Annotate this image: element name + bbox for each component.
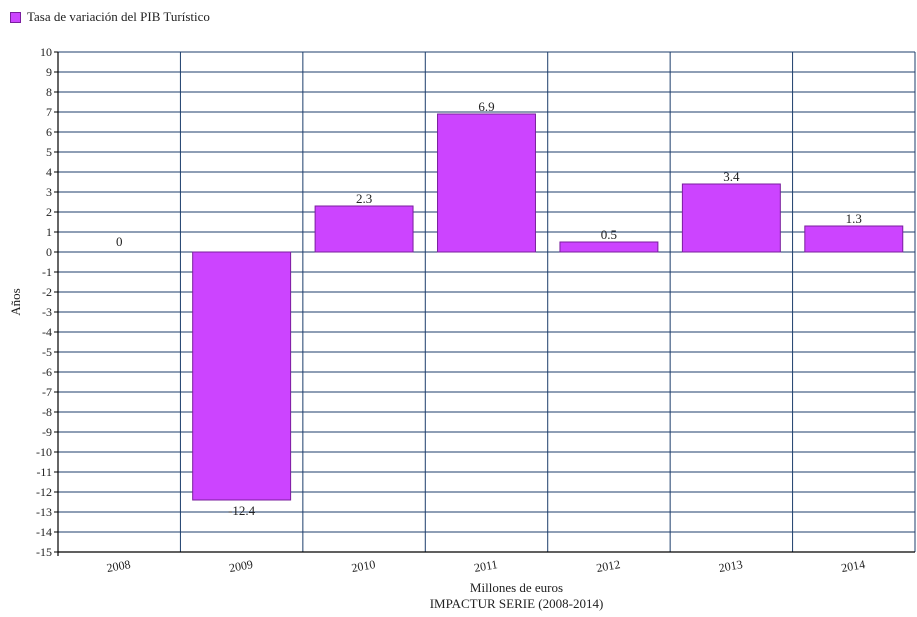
y-tick-label: 7 <box>46 105 52 119</box>
legend-label: Tasa de variación del PIB Turístico <box>27 9 210 24</box>
bar-2011 <box>437 113 536 253</box>
x-tick-label: 2010 <box>350 557 376 575</box>
y-tick-label: -15 <box>36 545 52 559</box>
y-tick-label: -11 <box>36 465 52 479</box>
data-label: -12.4 <box>228 503 256 518</box>
bar-2009 <box>192 251 292 501</box>
y-tick-label: 6 <box>46 125 52 139</box>
x-axis-ticks: 2008 2009 2010 2011 2012 2013 2014 <box>105 557 866 575</box>
data-label: 1.3 <box>846 211 862 226</box>
y-tick-label: -1 <box>42 265 52 279</box>
y-tick-label: 5 <box>46 145 52 159</box>
y-axis-ticks: 109876543210-1-2-3-4-5-6-7-8-9-10-11-12-… <box>36 45 58 559</box>
bar-2013 <box>681 183 781 253</box>
data-labels: 0 -12.4 2.3 6.9 0.5 3.4 1.3 <box>116 99 862 518</box>
x-axis-title: Millones de euros <box>470 580 563 595</box>
bar-2014 <box>804 225 904 253</box>
bar-2012 <box>559 241 659 253</box>
y-tick-label: 1 <box>46 225 52 239</box>
y-tick-label: -10 <box>36 445 52 459</box>
y-tick-label: 4 <box>46 165 52 179</box>
x-tick-label: 2013 <box>718 557 744 575</box>
data-label: 3.4 <box>723 169 740 184</box>
y-tick-label: 8 <box>46 85 52 99</box>
chart-legend: Tasa de variación del PIB Turístico <box>10 9 210 25</box>
chart-subtitle: IMPACTUR SERIE (2008-2014) <box>430 596 604 611</box>
data-label: 2.3 <box>356 191 372 206</box>
y-tick-label: -14 <box>36 525 52 539</box>
x-tick-label: 2011 <box>473 557 499 575</box>
bar-2010 <box>314 205 414 253</box>
y-tick-label: -8 <box>42 405 52 419</box>
y-tick-label: -2 <box>42 285 52 299</box>
y-tick-label: -9 <box>42 425 52 439</box>
y-tick-label: -6 <box>42 365 52 379</box>
y-tick-label: 3 <box>46 185 52 199</box>
y-tick-label: -7 <box>42 385 52 399</box>
data-label: 6.9 <box>478 99 494 114</box>
y-tick-label: 2 <box>46 205 52 219</box>
x-tick-label: 2008 <box>105 557 131 575</box>
data-label: 0 <box>116 234 123 249</box>
y-tick-label: 9 <box>46 65 52 79</box>
legend-swatch <box>10 11 21 23</box>
y-tick-label: -5 <box>42 345 52 359</box>
y-tick-label: -12 <box>36 485 52 499</box>
bars <box>192 113 904 501</box>
y-tick-label: -3 <box>42 305 52 319</box>
y-tick-label: -13 <box>36 505 52 519</box>
y-axis-title: Años <box>8 288 23 315</box>
y-tick-label: 10 <box>40 45 52 59</box>
y-tick-label: 0 <box>46 245 52 259</box>
x-tick-label: 2014 <box>840 557 866 575</box>
x-tick-label: 2012 <box>595 557 621 575</box>
x-tick-label: 2009 <box>228 557 254 575</box>
y-tick-label: -4 <box>42 325 52 339</box>
data-label: 0.5 <box>601 227 617 242</box>
